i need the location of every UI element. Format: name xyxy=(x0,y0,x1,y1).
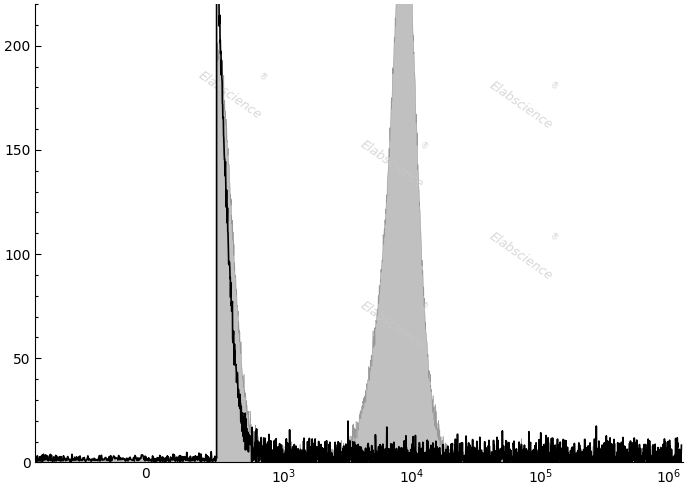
Text: Elabscience: Elabscience xyxy=(487,78,555,131)
Text: Elabscience: Elabscience xyxy=(358,298,426,351)
Text: ®: ® xyxy=(418,140,430,152)
Text: Elabscience: Elabscience xyxy=(195,69,264,122)
Text: Elabscience: Elabscience xyxy=(487,230,555,283)
Text: ®: ® xyxy=(418,300,430,313)
Text: ®: ® xyxy=(256,72,268,83)
Text: ®: ® xyxy=(548,232,559,244)
Text: Elabscience: Elabscience xyxy=(358,138,426,191)
Text: ®: ® xyxy=(548,80,559,93)
